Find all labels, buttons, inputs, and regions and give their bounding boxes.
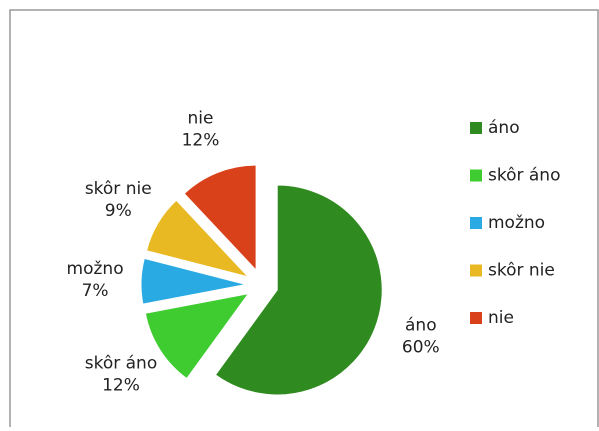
slice-label-value: 9% [105, 201, 132, 221]
legend-label: možno [488, 213, 545, 233]
pie-slice [214, 184, 383, 396]
slice-label-name: možno [67, 259, 124, 279]
slice-label-value: 12% [102, 375, 140, 395]
legend-swatch [470, 217, 482, 229]
legend-swatch [470, 169, 482, 182]
slice-label-value: 60% [402, 338, 440, 358]
legend-label: skôr nie [488, 261, 555, 281]
slice-label-value: 7% [82, 281, 109, 301]
legend-label: skôr áno [488, 166, 560, 186]
pie-slice [140, 257, 247, 305]
pie-slice [183, 164, 257, 272]
slice-label-name: nie [188, 109, 214, 129]
slice-label-name: skôr áno [85, 353, 157, 373]
legend-swatch [470, 312, 482, 324]
pie-slice [144, 292, 250, 380]
slice-label-value: 12% [182, 131, 220, 151]
legend-label: áno [488, 118, 520, 138]
legend-label: nie [488, 308, 514, 328]
slice-label-name: áno [405, 316, 437, 336]
pie-slice [145, 199, 250, 278]
legend-swatch [470, 264, 482, 277]
legend-swatch [470, 122, 482, 134]
slice-label-name: skôr nie [85, 179, 152, 199]
